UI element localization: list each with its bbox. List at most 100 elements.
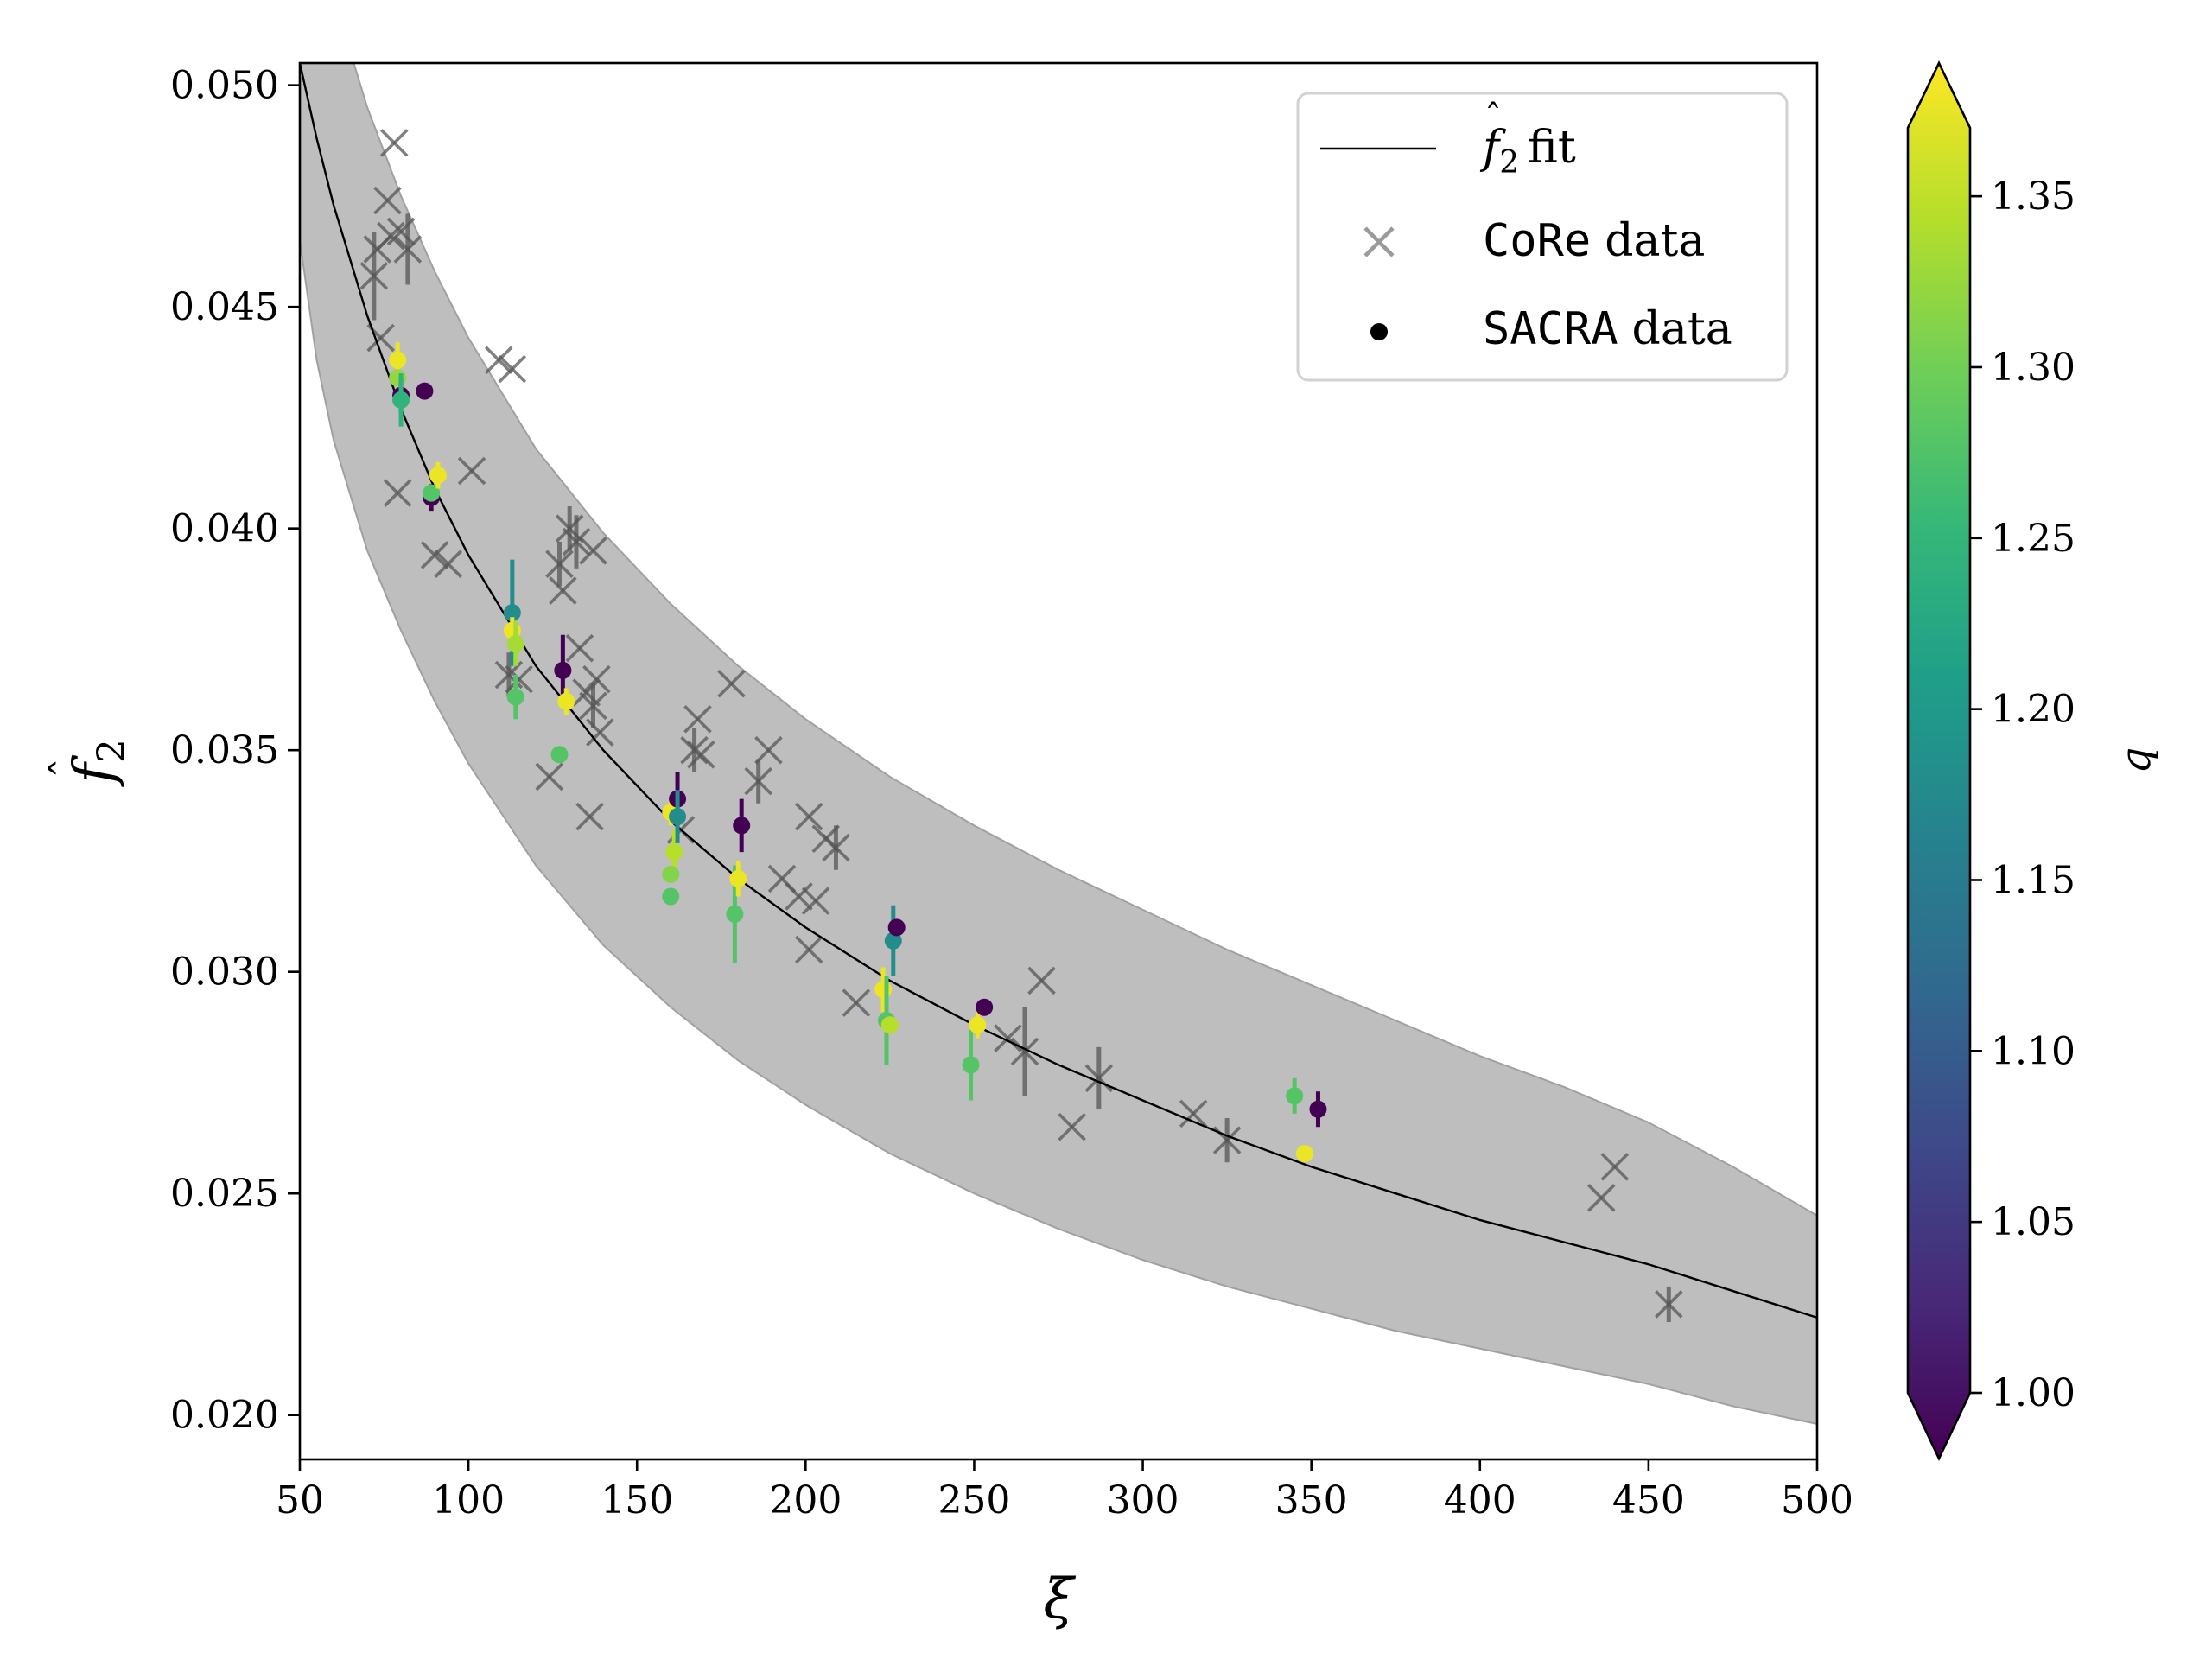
legend-core-word: data: [1605, 215, 1705, 267]
colorbar: 1.00 1.05 1.10 1.15 1.20 1.25 1.30 1.35 q: [1906, 60, 2160, 1462]
core-point: [562, 515, 591, 569]
y-tick-label: 0.045: [170, 285, 279, 329]
core-point: [1586, 1184, 1616, 1212]
core-point: [393, 213, 423, 285]
core-point: [373, 186, 402, 215]
fit-band: [300, 63, 1817, 1425]
sacra-point: [1309, 1091, 1327, 1128]
legend-box: [1296, 92, 1789, 382]
core-point: [379, 129, 409, 157]
sacra-point: [557, 688, 575, 715]
core-point: [794, 935, 823, 964]
legend-fit-label: f2 fit: [1479, 122, 1576, 181]
sacra-point: [506, 674, 524, 720]
core-point: [586, 718, 614, 747]
y-tick-label: 0.020: [170, 1394, 279, 1438]
legend-core-label: CoRe data: [1483, 215, 1705, 267]
core-point: [744, 759, 772, 804]
y-axis-hat: ˆ: [43, 758, 92, 779]
sacra-point: [550, 746, 569, 764]
core-point: [1655, 1286, 1683, 1322]
sacra-point: [506, 621, 524, 666]
sacra-data-layer: [389, 342, 1327, 1163]
y-tick-label: 0.030: [170, 950, 279, 995]
core-point: [683, 704, 712, 734]
legend-fit-word: fit: [1528, 122, 1576, 174]
x-tick-label: 500: [1781, 1478, 1853, 1522]
sacra-point: [729, 861, 747, 897]
core-point: [484, 346, 513, 374]
x-tick-label: 400: [1444, 1478, 1516, 1522]
legend-core-mono: CoRe: [1483, 215, 1591, 267]
core-point: [383, 479, 412, 507]
legend-core-marker: [1363, 226, 1395, 257]
sacra-point: [969, 1011, 987, 1039]
core-point: [680, 728, 709, 772]
core-point: [754, 735, 783, 765]
sacra-point: [416, 382, 434, 400]
colorbar-tick-label: 1.00: [1991, 1371, 2075, 1415]
y-tick-label: 0.040: [170, 507, 279, 551]
sacra-point: [1295, 1145, 1313, 1163]
y-tick-label: 0.035: [170, 728, 279, 772]
colorbar-tick-label: 1.05: [1991, 1200, 2075, 1244]
core-point: [420, 541, 449, 569]
legend-fit-hat: ˆ: [1484, 99, 1502, 138]
core-point: [579, 683, 607, 728]
y-tick-label: 0.025: [170, 1172, 279, 1216]
colorbar-body: [1906, 60, 1972, 1462]
core-point: [545, 542, 574, 587]
core-point: [505, 664, 533, 694]
core-point: [785, 882, 813, 911]
colorbar-tick-label: 1.25: [1991, 517, 2075, 561]
core-point: [842, 988, 871, 1017]
core-point: [575, 802, 604, 831]
colorbar-tick-label: 1.20: [1991, 688, 2075, 732]
legend-sacra-mono: SACRA: [1483, 303, 1618, 355]
colorbar-tick-label: 1.10: [1991, 1029, 2075, 1073]
x-tick-label: 450: [1612, 1478, 1685, 1522]
core-point: [994, 1024, 1022, 1052]
sacra-point: [669, 790, 687, 843]
core-point: [1084, 1046, 1114, 1109]
plot-frame: [298, 61, 1819, 1461]
sacra-point: [880, 1016, 899, 1034]
legend-sacra-marker: [1370, 323, 1388, 340]
core-point: [434, 550, 462, 578]
core-point: [457, 456, 486, 486]
core-point: [794, 802, 823, 831]
sacra-point: [887, 918, 906, 937]
sacra-point: [884, 905, 902, 976]
core-point: [717, 669, 746, 698]
core-point: [1010, 1007, 1039, 1096]
sacra-point: [423, 484, 441, 502]
core-point: [1027, 966, 1056, 995]
core-point: [377, 221, 405, 251]
sacra-point: [962, 1029, 980, 1101]
core-point: [1600, 1153, 1630, 1181]
plot-area: [298, 61, 1819, 1461]
y-axis-title-sub: 2: [90, 739, 134, 763]
x-axis-title: ξ: [1043, 1567, 1076, 1631]
core-point: [822, 825, 850, 870]
x-tick-label: 250: [938, 1478, 1010, 1522]
y-tick-label: 0.050: [170, 64, 279, 108]
sacra-point: [662, 865, 680, 883]
sacra-point: [389, 369, 407, 387]
legend-sacra-label: SACRA data: [1483, 303, 1732, 355]
colorbar-tick-label: 1.15: [1991, 858, 2075, 902]
sacra-point: [976, 998, 994, 1016]
x-tick-label: 300: [1107, 1478, 1179, 1522]
fit-uncertainty-band: [300, 63, 1817, 1425]
core-data-layer: [359, 129, 1683, 1322]
y-axis: 0.020 0.025 0.030 0.035 0.040 0.045 0.050: [170, 64, 300, 1438]
x-axis: 50 100 150 200 250 300 350 400 450 500: [276, 1459, 1853, 1522]
legend: f2 fit ˆ CoRe data SACRA data: [1296, 92, 1789, 382]
sacra-point: [392, 373, 410, 427]
core-point: [582, 664, 611, 694]
svg-text:f2: f2: [62, 739, 134, 787]
core-point: [579, 537, 607, 565]
colorbar-tick-label: 1.30: [1991, 346, 2075, 390]
core-point: [535, 762, 564, 791]
colorbar-ticks: 1.00 1.05 1.10 1.15 1.20 1.25 1.30 1.35: [1970, 175, 2075, 1415]
